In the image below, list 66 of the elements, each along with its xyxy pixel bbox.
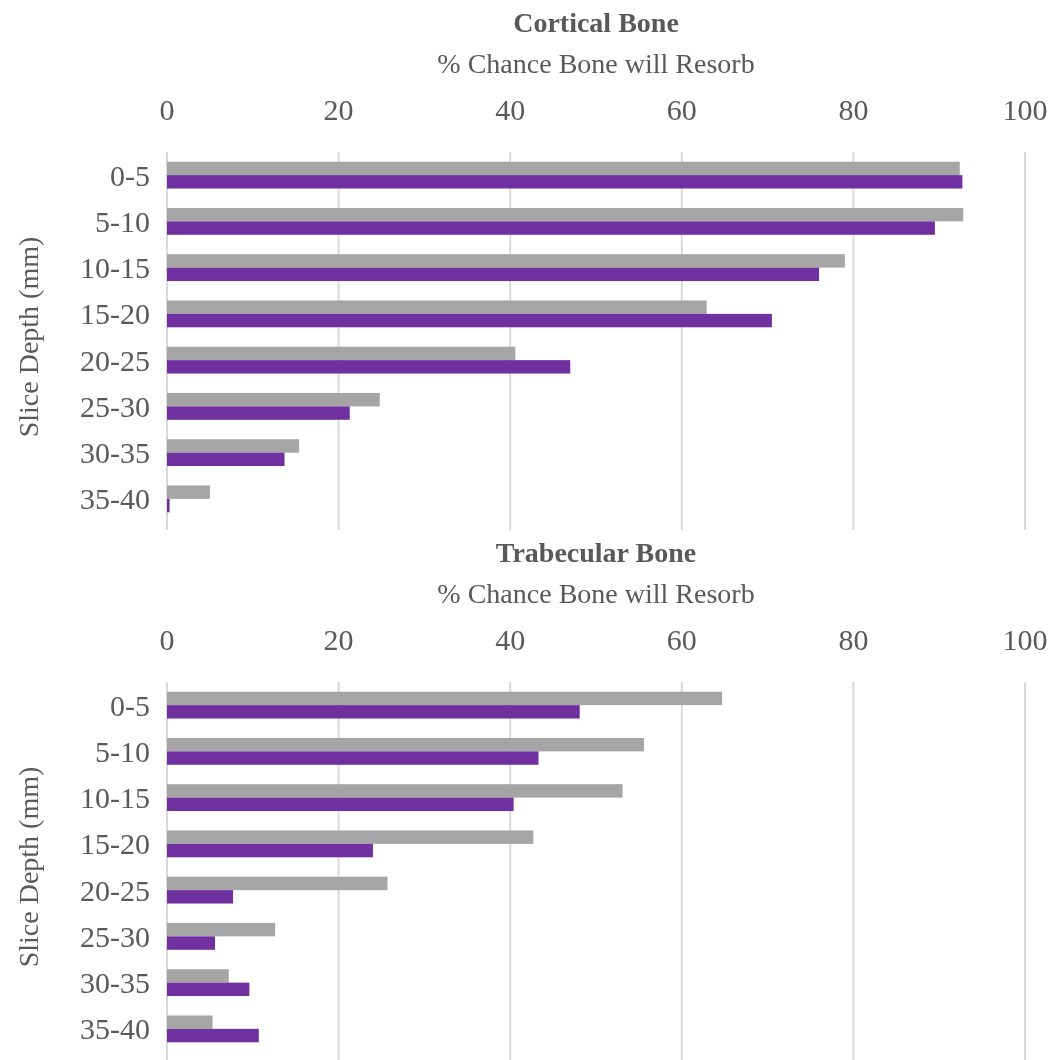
bar [167, 1028, 259, 1043]
bar [167, 751, 539, 765]
x-tick-label: 80 [838, 93, 869, 126]
bar [167, 922, 276, 937]
chart-title: Trabecular Bone [495, 537, 697, 568]
x-tick-label: 40 [495, 623, 526, 656]
y-tick-label: 20-25 [80, 873, 150, 907]
x-axis-title: % Chance Bone will Resorb [437, 578, 755, 609]
x-tick-label: 20 [323, 623, 354, 656]
bar [167, 830, 534, 844]
bar [167, 737, 645, 752]
x-tick-label: 40 [495, 93, 526, 126]
chart-title: Cortical Bone [513, 7, 679, 38]
bar [167, 890, 234, 904]
y-tick-label: 25-30 [80, 389, 150, 423]
y-tick-label: 15-20 [80, 827, 150, 861]
bar [167, 439, 300, 453]
y-tick-label: 5-10 [95, 734, 150, 768]
y-tick-label: 35-40 [80, 482, 150, 516]
y-tick-label: 20-25 [80, 343, 150, 377]
y-tick-label: 0-5 [110, 158, 150, 192]
x-tick-label: 0 [159, 93, 175, 126]
bar [167, 452, 285, 467]
y-tick-label: 15-20 [80, 297, 150, 331]
bar [167, 207, 964, 222]
bar [167, 936, 216, 950]
bar [167, 406, 350, 420]
bar [167, 221, 935, 235]
y-axis-title: Slice Depth (mm) [13, 236, 44, 438]
y-tick-label: 25-30 [80, 919, 150, 953]
x-tick-label: 20 [323, 93, 354, 126]
x-tick-label: 80 [838, 623, 869, 656]
bar [167, 267, 820, 282]
bar [167, 254, 845, 268]
y-tick-label: 10-15 [80, 781, 150, 815]
bar [167, 843, 373, 858]
bar [167, 392, 380, 407]
y-tick-label: 30-35 [80, 966, 150, 1000]
bar [167, 797, 514, 812]
bar [167, 498, 170, 513]
x-tick-label: 100 [1002, 93, 1048, 126]
y-tick-label: 10-15 [80, 251, 150, 285]
y-tick-label: 30-35 [80, 436, 150, 470]
y-axis-title: Slice Depth (mm) [13, 766, 44, 968]
bar [167, 313, 772, 328]
bar [167, 360, 571, 374]
bar [167, 705, 580, 719]
y-tick-label: 35-40 [80, 1012, 150, 1046]
y-tick-label: 0-5 [110, 688, 150, 722]
bar [167, 969, 229, 983]
x-tick-label: 60 [666, 93, 697, 126]
x-tick-label: 100 [1002, 623, 1048, 656]
bar [167, 784, 623, 798]
x-axis-title: % Chance Bone will Resorb [437, 48, 755, 79]
bar [167, 161, 960, 176]
bar [167, 1015, 213, 1029]
bar [167, 691, 723, 706]
y-tick-label: 5-10 [95, 204, 150, 238]
bar [167, 346, 516, 361]
bar [167, 982, 250, 997]
bar [167, 300, 707, 314]
x-tick-label: 0 [159, 623, 175, 656]
bar [167, 876, 388, 891]
bar [167, 175, 963, 189]
bar [167, 485, 210, 499]
x-tick-label: 60 [666, 623, 697, 656]
